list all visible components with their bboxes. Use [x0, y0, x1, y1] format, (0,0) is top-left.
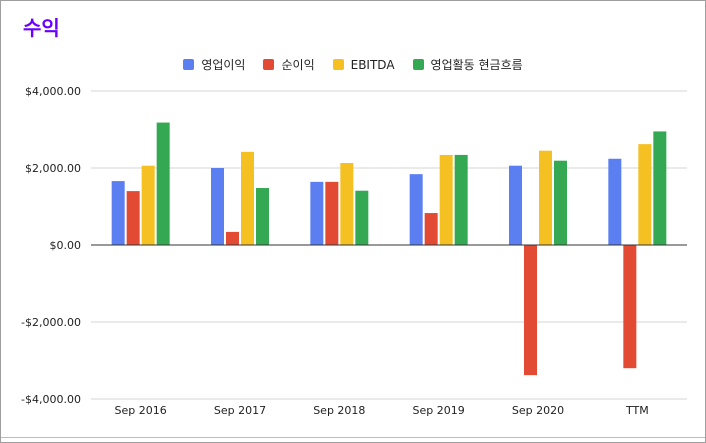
- x-tick-label: TTM: [625, 404, 649, 417]
- bar[interactable]: [325, 181, 339, 245]
- bar[interactable]: [623, 245, 637, 369]
- legend-label: 순이익: [281, 58, 315, 72]
- y-tick-label: $4,000.00: [25, 85, 81, 98]
- x-tick-label: Sep 2016: [115, 404, 167, 417]
- x-tick-label: Sep 2019: [413, 404, 465, 417]
- y-tick-label: $0.00: [50, 239, 82, 252]
- bar[interactable]: [439, 154, 453, 245]
- legend-swatch: [183, 59, 195, 70]
- bar[interactable]: [310, 181, 324, 245]
- bar[interactable]: [156, 122, 170, 245]
- bar[interactable]: [454, 154, 468, 245]
- legend-item: EBITDA: [332, 57, 395, 72]
- legend-swatch: [412, 59, 424, 70]
- bar[interactable]: [608, 158, 622, 245]
- x-tick-label: Sep 2020: [512, 404, 564, 417]
- bar[interactable]: [355, 190, 369, 245]
- legend-label: 영업활동 현금흐름: [430, 58, 523, 72]
- bottom-rule: [1, 437, 705, 438]
- bar[interactable]: [141, 165, 155, 245]
- chart-title: 수익: [23, 16, 60, 40]
- bar[interactable]: [524, 245, 537, 376]
- bar[interactable]: [509, 165, 522, 245]
- y-tick-label: $2,000.00: [25, 162, 81, 175]
- bar[interactable]: [226, 231, 239, 245]
- legend-swatch: [332, 59, 344, 70]
- legend-item: 순이익: [263, 56, 315, 73]
- legend-label: EBITDA: [350, 57, 395, 72]
- bar[interactable]: [126, 191, 140, 245]
- bar[interactable]: [241, 151, 254, 245]
- legend-item: 영업이익: [183, 56, 245, 73]
- bar[interactable]: [539, 150, 552, 245]
- bar[interactable]: [638, 144, 652, 245]
- chart-legend: 영업이익 순이익 EBITDA 영업활동 현금흐름: [1, 56, 705, 73]
- legend-label: 영업이익: [201, 58, 246, 72]
- bar[interactable]: [554, 160, 567, 245]
- bar[interactable]: [653, 131, 667, 245]
- x-tick-label: Sep 2017: [214, 404, 266, 417]
- legend-swatch: [263, 59, 275, 70]
- bar[interactable]: [256, 188, 269, 245]
- bar[interactable]: [409, 174, 423, 245]
- bar[interactable]: [111, 181, 125, 245]
- bar[interactable]: [340, 162, 354, 245]
- y-tick-label: -$4,000.00: [21, 393, 81, 406]
- bar[interactable]: [424, 213, 438, 245]
- bar[interactable]: [211, 168, 224, 245]
- y-tick-label: -$2,000.00: [21, 316, 81, 329]
- legend-item: 영업활동 현금흐름: [412, 56, 523, 73]
- x-tick-label: Sep 2018: [313, 404, 365, 417]
